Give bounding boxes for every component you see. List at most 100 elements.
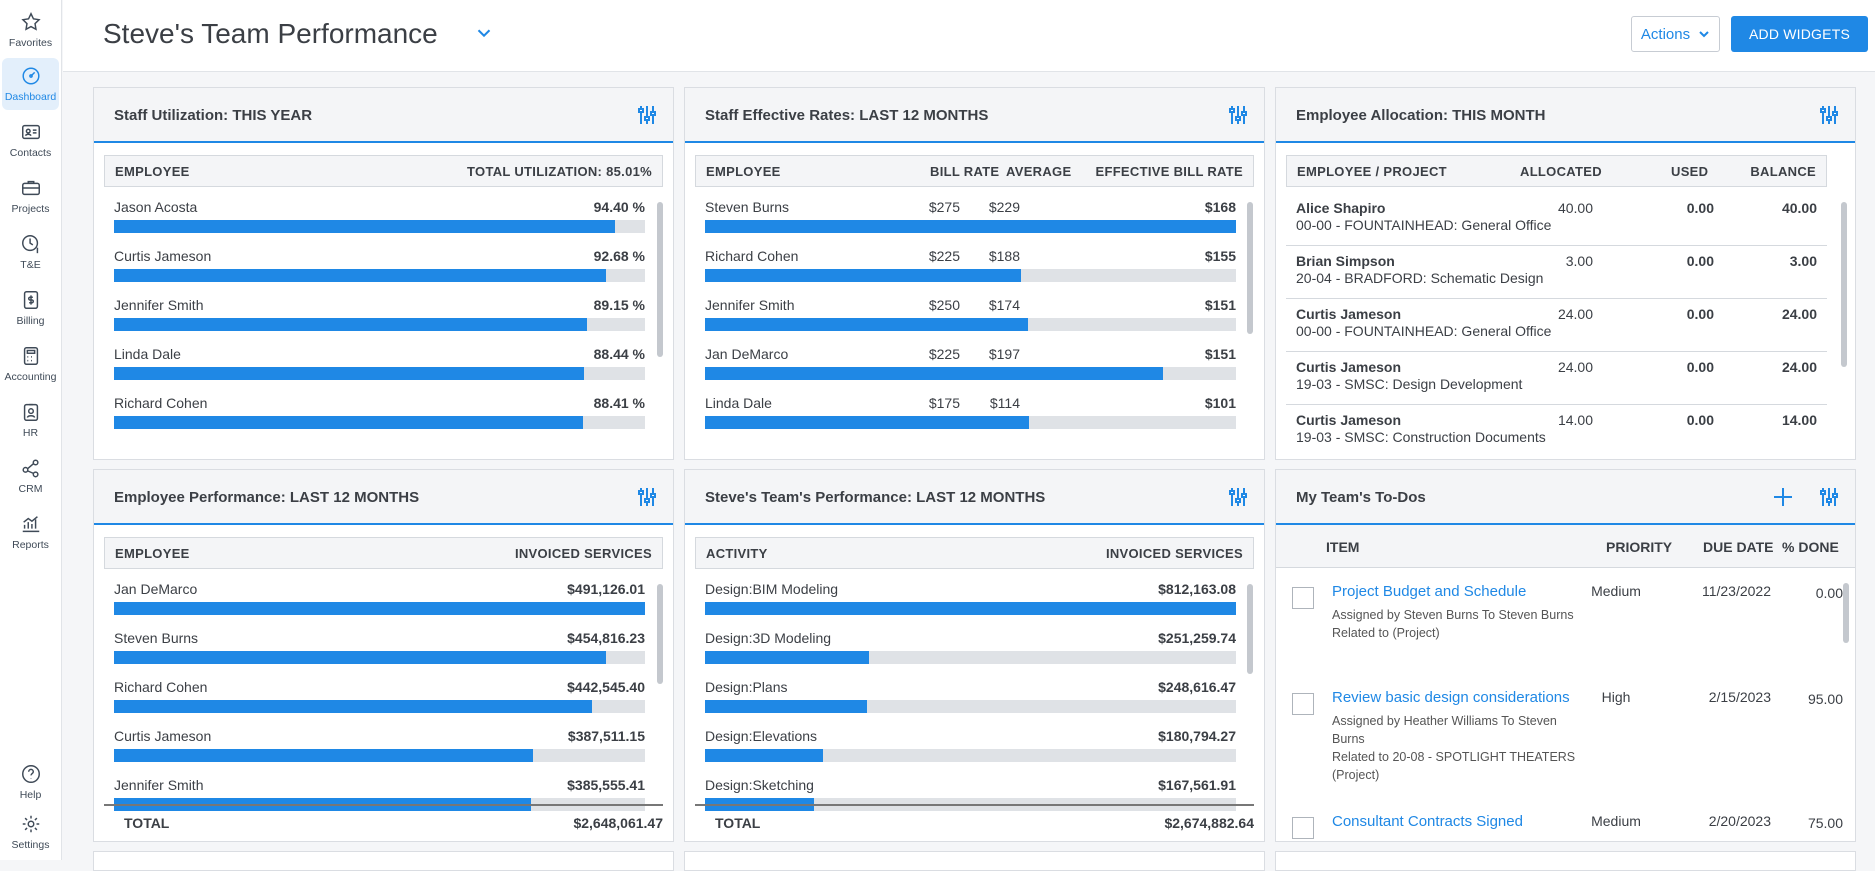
col-bill-rate[interactable]: BILL RATE (930, 164, 1000, 179)
nav-label: CRM (18, 483, 43, 495)
bar-row[interactable]: Jennifer Smith 89.15 % (114, 297, 645, 337)
project-name: 00-00 - FOUNTAINHEAD: General Office (1296, 323, 1552, 339)
nav-billing[interactable]: Billing (2, 282, 59, 334)
effective-rate: $101 (1204, 395, 1236, 411)
bar-row[interactable]: Richard Cohen $442,545.40 (114, 679, 645, 719)
bar-fill (114, 220, 616, 233)
allocation-row[interactable]: Curtis Jameson 00-00 - FOUNTAINHEAD: Gene… (1286, 299, 1827, 352)
todo-title-link[interactable]: Review basic design considerations (1332, 689, 1570, 706)
nav-settings[interactable]: Settings (2, 806, 59, 858)
row-name: Jennifer Smith (114, 297, 204, 313)
todo-title-link[interactable]: Consultant Contracts Signed (1332, 813, 1523, 830)
bar-row[interactable]: Steven Burns $454,816.23 (114, 630, 645, 670)
row-value: 92.68 % (593, 248, 645, 264)
sliders-icon (1229, 106, 1247, 124)
allocated-value: 14.00 (1557, 412, 1593, 428)
nav-label: Dashboard (4, 91, 57, 103)
col-used[interactable]: USED (1671, 164, 1709, 179)
bar-row[interactable]: Richard Cohen $225 $188 $155 (705, 248, 1236, 288)
nav-dashboard[interactable]: Dashboard (2, 58, 59, 110)
bar-track (114, 269, 645, 282)
col-employee-project[interactable]: EMPLOYEE / PROJECT (1297, 164, 1447, 179)
bar-row[interactable]: Design:BIM Modeling $812,163.08 (705, 581, 1236, 621)
col-invoiced-services[interactable]: INVOICED SERVICES (1105, 546, 1243, 561)
bar-row[interactable]: Curtis Jameson $387,511.15 (114, 728, 645, 768)
nav-crm[interactable]: CRM (2, 450, 59, 502)
col-employee[interactable]: EMPLOYEE (115, 546, 190, 561)
todo-percent-done: 95.00 (1807, 691, 1843, 707)
project-name: 00-00 - FOUNTAINHEAD: General Office (1296, 217, 1552, 233)
nav-accounting[interactable]: Accounting (2, 338, 59, 390)
total-label: TOTAL (124, 815, 170, 831)
col-activity[interactable]: ACTIVITY (706, 546, 768, 561)
scrollbar[interactable] (657, 202, 663, 357)
dashboard-switcher-button[interactable] (473, 22, 499, 48)
col-percent-done[interactable]: % DONE (1782, 539, 1839, 555)
nav-projects[interactable]: Projects (2, 170, 59, 222)
col-effective-bill-rate[interactable]: EFFECTIVE BILL RATE (1095, 164, 1243, 179)
nav-help[interactable]: Help (2, 756, 59, 808)
bar-row[interactable]: Jennifer Smith $250 $174 $151 (705, 297, 1236, 337)
scrollbar[interactable] (657, 584, 663, 684)
nav-contacts[interactable]: Contacts (2, 114, 59, 166)
employee-performance-widget: Employee Performance: LAST 12 MONTHS EMP… (93, 469, 674, 842)
allocation-row[interactable]: Curtis Jameson 19-03 - SMSC: Construction… (1286, 405, 1827, 458)
bill-rate: $225 (928, 248, 960, 264)
nav-reports[interactable]: Reports (2, 506, 59, 558)
widget-title: Employee Allocation: THIS MONTH (1296, 107, 1546, 124)
widget-header: My Team's To-Dos (1276, 470, 1855, 525)
todo-checkbox[interactable] (1292, 817, 1314, 839)
staff-utilization-widget: Staff Utilization: THIS YEAR EMPLOYEE TO… (93, 87, 674, 460)
nav-label: T&E (20, 259, 41, 271)
todo-title-link[interactable]: Project Budget and Schedule (1332, 583, 1527, 600)
bar-row[interactable]: Steven Burns $275 $229 $168 (705, 199, 1236, 239)
bar-row[interactable]: Design:Elevations $180,794.27 (705, 728, 1236, 768)
todo-checkbox[interactable] (1292, 587, 1314, 609)
bar-row[interactable]: Jason Acosta 94.40 % (114, 199, 645, 239)
widget-settings-button[interactable] (1226, 103, 1250, 127)
widget-settings-button[interactable] (635, 103, 659, 127)
col-item[interactable]: ITEM (1326, 539, 1360, 555)
bar-row[interactable]: Linda Dale 88.44 % (114, 346, 645, 386)
bar-row[interactable]: Design:3D Modeling $251,259.74 (705, 630, 1236, 670)
scrollbar[interactable] (1247, 584, 1253, 674)
bar-row[interactable]: Curtis Jameson 92.68 % (114, 248, 645, 288)
nav-te[interactable]: T&E (2, 226, 59, 278)
bar-row[interactable]: Design:Plans $248,616.47 (705, 679, 1236, 719)
bar-row[interactable]: Jan DeMarco $491,126.01 (114, 581, 645, 621)
col-allocated[interactable]: ALLOCATED (1520, 164, 1602, 179)
col-due-date[interactable]: DUE DATE (1703, 539, 1774, 555)
col-employee[interactable]: EMPLOYEE (706, 164, 781, 179)
col-total-utilization[interactable]: TOTAL UTILIZATION: 85.01% (467, 164, 652, 179)
bar-row[interactable]: Richard Cohen 88.41 % (114, 395, 645, 435)
scrollbar[interactable] (1843, 583, 1849, 643)
widget-header: Steve's Team's Performance: LAST 12 MONT… (685, 470, 1264, 525)
row-value: $387,511.15 (567, 728, 645, 744)
col-balance[interactable]: BALANCE (1750, 164, 1816, 179)
widget-settings-button[interactable] (1226, 485, 1250, 509)
col-invoiced-services[interactable]: INVOICED SERVICES (514, 546, 652, 561)
col-average[interactable]: AVERAGE (1006, 164, 1072, 179)
scrollbar[interactable] (1247, 202, 1253, 334)
scrollbar[interactable] (1841, 202, 1847, 367)
allocation-row[interactable]: Brian Simpson 20-04 - BRADFORD: Schematic… (1286, 246, 1827, 299)
col-priority[interactable]: PRIORITY (1606, 539, 1673, 555)
average-rate: $188 (988, 248, 1020, 264)
nav-hr[interactable]: HR (2, 394, 59, 446)
row-name: Design:Elevations (705, 728, 818, 744)
col-employee[interactable]: EMPLOYEE (115, 164, 190, 179)
add-widgets-button[interactable]: ADD WIDGETS (1731, 16, 1868, 52)
bar-row[interactable]: Jan DeMarco $225 $197 $151 (705, 346, 1236, 386)
todo-checkbox[interactable] (1292, 693, 1314, 715)
add-todo-button[interactable] (1771, 485, 1795, 509)
widget-settings-button[interactable] (1817, 485, 1841, 509)
widget-settings-button[interactable] (635, 485, 659, 509)
actions-dropdown[interactable]: Actions (1631, 16, 1720, 52)
nav-favorites[interactable]: Favorites (2, 4, 59, 56)
allocation-row[interactable]: Curtis Jameson 19-03 - SMSC: Design Devel… (1286, 352, 1827, 405)
bill-rate: $175 (928, 395, 960, 411)
widget-settings-button[interactable] (1817, 103, 1841, 127)
bar-track (705, 269, 1236, 282)
allocation-row[interactable]: Alice Shapiro 00-00 - FOUNTAINHEAD: Gener… (1286, 193, 1827, 246)
bar-row[interactable]: Linda Dale $175 $114 $101 (705, 395, 1236, 435)
